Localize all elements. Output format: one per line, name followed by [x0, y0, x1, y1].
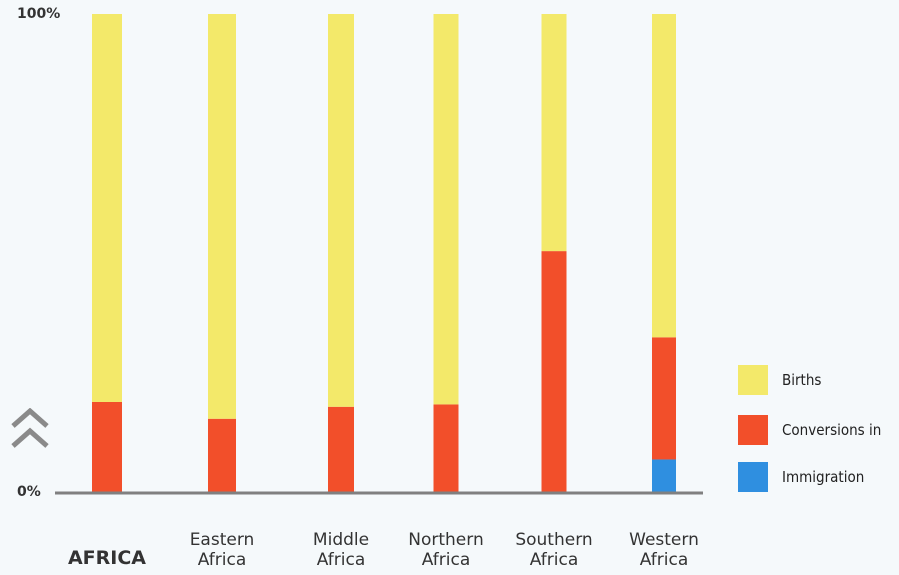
- bar-segment-conversions-in-0: [92, 401, 122, 493]
- y-tick-label-100: 100%: [17, 6, 61, 22]
- bar-segment-conversions-in-2: [328, 406, 354, 493]
- bar-segment-conversions-in-1: [208, 418, 236, 493]
- bar-segment-births-1: [208, 14, 236, 419]
- legend-swatch-births: [738, 365, 768, 395]
- category-label-2: Middle Africa: [286, 530, 396, 570]
- category-label-line: Africa: [316, 550, 366, 570]
- category-label-0: AFRICA: [52, 548, 162, 568]
- bar-segment-births-5: [652, 14, 676, 338]
- bar-segment-births-3: [433, 14, 459, 405]
- legend-swatch-conversions: [738, 415, 768, 445]
- category-label-5: Western Africa: [609, 530, 719, 570]
- category-label-1: Eastern Africa: [167, 530, 277, 570]
- legend-item-births: Births: [738, 365, 821, 395]
- bars-group: [92, 14, 676, 493]
- category-label-3: Northern Africa: [391, 530, 501, 570]
- legend-item-conversions: Conversions in: [738, 415, 881, 445]
- bar-segment-births-2: [328, 14, 354, 407]
- bar-segment-conversions-in-5: [652, 337, 676, 460]
- legend-item-immigration: Immigration: [738, 462, 864, 492]
- double-chevron-up-icon[interactable]: [10, 408, 50, 452]
- category-label-line: Africa: [197, 550, 247, 570]
- category-label-line: Eastern: [189, 530, 255, 550]
- category-label-line: Southern: [515, 530, 593, 550]
- category-label-line: AFRICA: [67, 547, 147, 569]
- category-label-line: Northern: [408, 530, 484, 550]
- category-label-line: Middle: [312, 530, 370, 550]
- category-label-line: Africa: [421, 550, 471, 570]
- legend-label-immigration: Immigration: [782, 468, 865, 486]
- bar-segment-immigration-5: [652, 459, 676, 493]
- category-label-line: Africa: [529, 550, 579, 570]
- legend-label-conversions: Conversions in: [782, 421, 882, 439]
- bar-segment-births-4: [541, 14, 567, 252]
- legend-swatch-immigration: [738, 462, 768, 492]
- category-label-line: Africa: [639, 550, 689, 570]
- legend-label-births: Births: [782, 371, 822, 389]
- bar-segment-conversions-in-3: [433, 404, 459, 493]
- bar-segment-conversions-in-4: [541, 251, 567, 493]
- y-tick-label-0: 0%: [17, 484, 41, 500]
- bar-segment-births-0: [92, 14, 122, 402]
- category-label-4: Southern Africa: [499, 530, 609, 570]
- category-label-line: Western: [629, 530, 699, 550]
